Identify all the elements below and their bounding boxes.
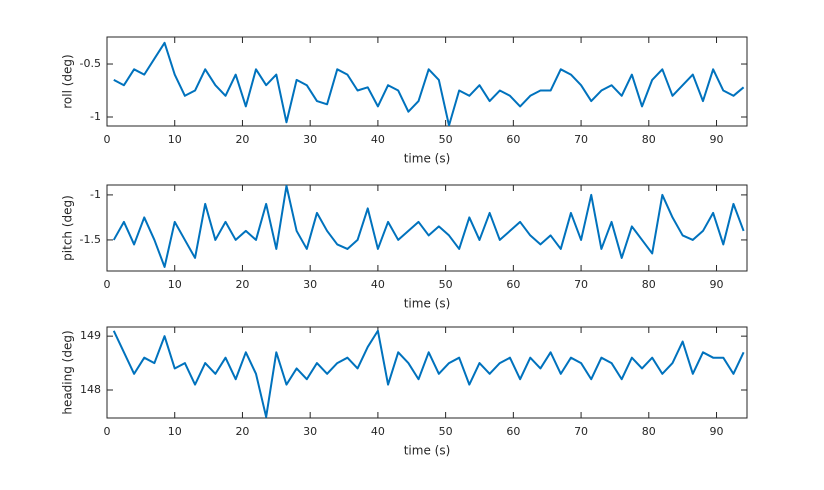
- y-tick-label: 149: [80, 329, 101, 342]
- x-tick-label: 40: [371, 425, 385, 438]
- x-tick-label: 70: [574, 133, 588, 146]
- x-tick-label: 60: [506, 425, 520, 438]
- x-tick-label: 50: [439, 425, 453, 438]
- y-tick-label: 148: [80, 383, 101, 396]
- x-tick-label: 80: [642, 133, 656, 146]
- x-tick-label: 60: [506, 133, 520, 146]
- x-tick-label: 70: [574, 425, 588, 438]
- x-tick-label: 0: [104, 133, 111, 146]
- x-tick-label: 20: [235, 425, 249, 438]
- x-tick-label: 10: [168, 278, 182, 291]
- x-tick-label: 40: [371, 278, 385, 291]
- y-axis-label: roll (deg): [61, 54, 75, 108]
- x-tick-label: 0: [104, 278, 111, 291]
- x-tick-label: 60: [506, 278, 520, 291]
- x-tick-label: 40: [371, 133, 385, 146]
- x-tick-label: 90: [710, 425, 724, 438]
- x-tick-label: 90: [710, 133, 724, 146]
- y-axis-label: heading (deg): [61, 330, 75, 414]
- x-tick-label: 20: [235, 133, 249, 146]
- x-tick-label: 30: [303, 278, 317, 291]
- x-tick-label: 30: [303, 133, 317, 146]
- data-line: [112, 185, 745, 268]
- x-axis-label: time (s): [404, 297, 451, 311]
- x-tick-label: 20: [235, 278, 249, 291]
- x-axis-label: time (s): [404, 152, 451, 166]
- x-tick-label: 90: [710, 278, 724, 291]
- y-tick-label: -1: [90, 110, 101, 123]
- y-tick-label: -1.5: [80, 233, 101, 246]
- x-tick-label: 0: [104, 425, 111, 438]
- x-tick-label: 80: [642, 278, 656, 291]
- y-axis-label: pitch (deg): [61, 195, 75, 261]
- axes-box: [106, 184, 748, 272]
- x-tick-label: 80: [642, 425, 656, 438]
- x-tick-label: 50: [439, 278, 453, 291]
- x-tick-label: 70: [574, 278, 588, 291]
- y-tick-label: -1: [90, 188, 101, 201]
- x-tick-label: 50: [439, 133, 453, 146]
- data-line: [112, 329, 745, 418]
- y-tick-label: -0.5: [80, 57, 101, 70]
- axes-box: [106, 326, 748, 419]
- data-line: [113, 41, 745, 126]
- x-tick-label: 10: [168, 133, 182, 146]
- x-tick-label: 10: [168, 425, 182, 438]
- x-axis-label: time (s): [404, 444, 451, 458]
- x-tick-label: 30: [303, 425, 317, 438]
